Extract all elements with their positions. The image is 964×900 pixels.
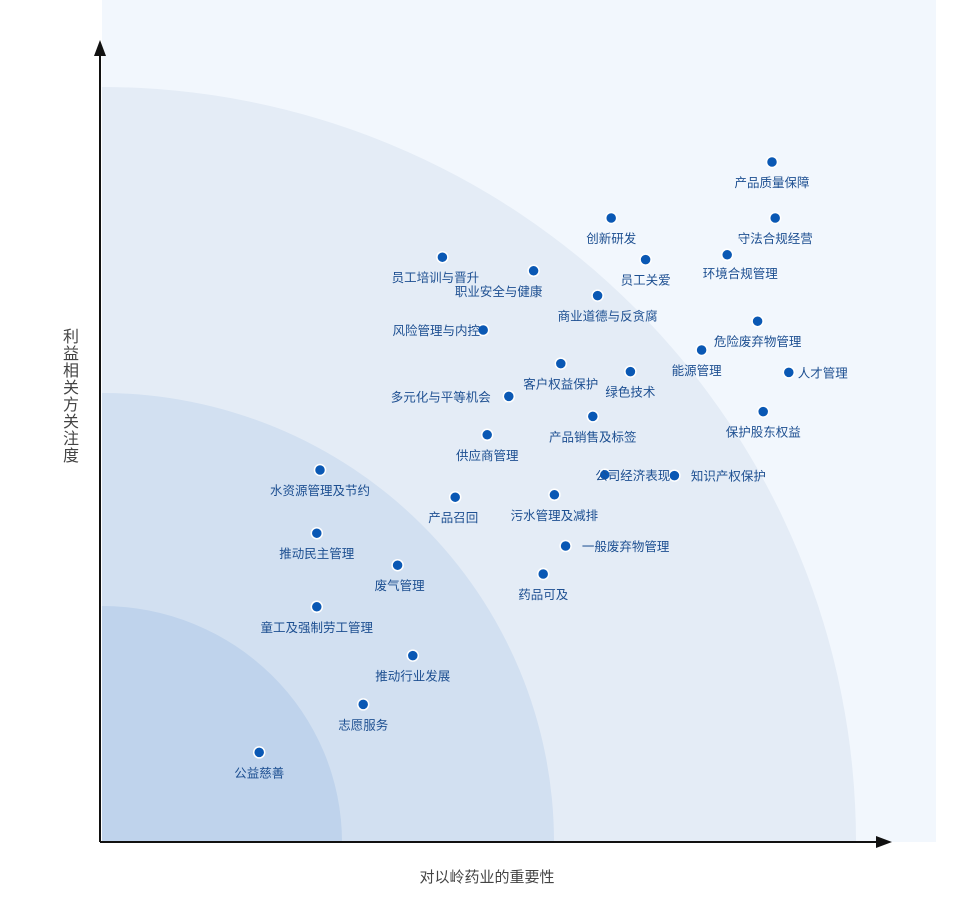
- point-label: 职业安全与健康: [455, 284, 543, 299]
- x-axis-arrow: [876, 836, 892, 848]
- data-point: [502, 390, 516, 403]
- x-axis-label: 对以岭药业的重要性: [419, 868, 555, 886]
- point-label: 能源管理: [672, 363, 723, 378]
- point-label: 公司经济表现: [595, 468, 670, 483]
- point-label: 客户权益保护: [523, 377, 598, 392]
- data-point: [782, 366, 796, 379]
- point-label: 员工培训与晋升: [392, 270, 480, 285]
- data-point: [768, 211, 782, 225]
- point-label: 环境合规管理: [703, 266, 779, 281]
- point-label: 公益慈善: [234, 765, 284, 780]
- point-label: 水资源管理及节约: [270, 483, 370, 498]
- data-point: [668, 469, 681, 482]
- point-label: 产品召回: [428, 510, 478, 525]
- data-point: [624, 365, 637, 378]
- data-point: [406, 649, 420, 662]
- data-point: [548, 488, 561, 502]
- point-label: 危险废弃物管理: [714, 334, 802, 349]
- data-point: [252, 746, 266, 759]
- point-label: 商业道德与反贪腐: [558, 309, 658, 324]
- point-label: 产品质量保障: [734, 175, 809, 190]
- data-point: [598, 468, 612, 482]
- y-axis-arrow: [94, 40, 106, 56]
- data-point: [536, 567, 550, 581]
- data-point: [436, 250, 449, 264]
- axes: [94, 40, 892, 848]
- data-point: [554, 357, 568, 370]
- data-point: [756, 405, 770, 418]
- data-point: [480, 428, 494, 442]
- point-label: 供应商管理: [456, 448, 519, 463]
- point-label: 知识产权保护: [691, 469, 766, 484]
- point-label: 守法合规经营: [738, 231, 813, 246]
- point-label: 推动行业发展: [375, 669, 450, 684]
- point-label: 童工及强制劳工管理: [261, 620, 374, 635]
- data-point: [751, 314, 764, 328]
- data-point: [391, 558, 404, 572]
- point-label: 推动民主管理: [279, 546, 355, 561]
- point-label: 多元化与平等机会: [391, 389, 492, 404]
- point-label: 员工关爱: [621, 273, 671, 288]
- data-point: [476, 323, 490, 337]
- data-point: [448, 490, 462, 504]
- data-point: [586, 410, 600, 423]
- data-point: [591, 289, 604, 302]
- data-point: [765, 155, 779, 169]
- data-point: [720, 248, 734, 262]
- point-label: 绿色技术: [605, 385, 656, 400]
- point-label: 志愿服务: [338, 717, 388, 732]
- data-point: [356, 698, 370, 711]
- band-1-arc: [102, 606, 342, 842]
- data-point: [313, 463, 327, 477]
- data-point: [527, 264, 540, 278]
- point-label: 污水管理及减排: [511, 508, 599, 523]
- data-point: [559, 539, 572, 553]
- data-point: [310, 526, 324, 540]
- point-label: 药品可及: [518, 587, 569, 602]
- point-label: 人才管理: [798, 365, 849, 380]
- y-axis-label: 利益相关方关注度: [60, 328, 79, 464]
- data-point: [604, 211, 618, 225]
- data-point: [695, 343, 708, 357]
- point-label: 产品销售及标签: [549, 429, 637, 444]
- point-label: 风险管理与内控: [392, 323, 480, 338]
- point-label: 保护股东权益: [726, 425, 801, 440]
- point-label: 一般废弃物管理: [582, 539, 670, 554]
- data-point: [639, 253, 652, 266]
- point-label: 创新研发: [586, 231, 637, 246]
- data-point: [310, 600, 324, 614]
- point-label: 废气管理: [375, 578, 426, 593]
